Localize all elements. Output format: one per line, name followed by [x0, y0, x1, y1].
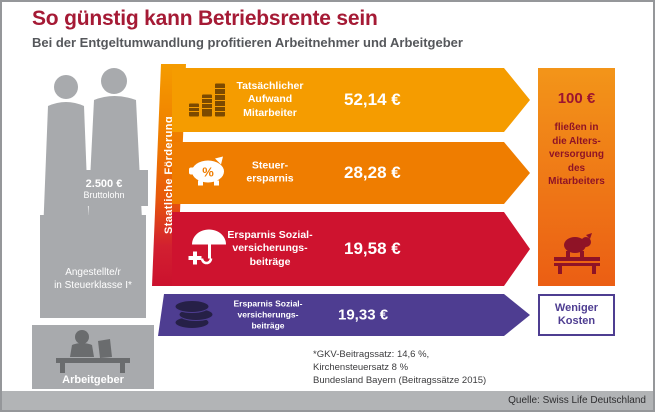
band-sv-ersparnis-arbeitgeber: Ersparnis Sozial- versicherungs- beiträg… — [158, 294, 530, 336]
source-bar: Quelle: Swiss Life Deutschland — [2, 391, 653, 410]
employee-caption: Angestellte/r in Steuerklasse I* — [54, 267, 132, 291]
band-value: 19,58 € — [344, 239, 401, 258]
band-sv-ersparnis-arbeitnehmer: Ersparnis Sozial- versicherungs- beiträg… — [172, 212, 530, 286]
band-value: 52,14 € — [344, 90, 401, 109]
employer-box: Arbeitgeber — [32, 325, 154, 389]
band-label: Ersparnis Sozial- versicherungs- beiträg… — [227, 228, 313, 268]
coin-pile-icon — [172, 296, 218, 335]
band-label: Ersparnis Sozial- versicherungs- beiträg… — [233, 298, 303, 331]
employee-silhouette-icon — [40, 68, 148, 318]
employer-label: Arbeitgeber — [62, 374, 124, 386]
band-value: 28,28 € — [344, 163, 401, 182]
gross-salary: 2.500 € Bruttolohn — [60, 178, 148, 200]
band-value: 19,33 € — [338, 306, 389, 324]
svg-text:%: % — [202, 165, 214, 180]
band-label: Steuer- ersparnis — [246, 159, 294, 185]
coin-stacks-icon — [188, 78, 226, 123]
band-steuerersparnis: % Steuer- ersparnis 28,28 € — [172, 142, 530, 204]
band-label: Tatsächlicher Aufwand Mitarbeiter — [236, 79, 304, 119]
page-title: So günstig kann Betriebsrente sein — [32, 7, 378, 30]
result-amount: 100 € — [557, 90, 596, 107]
band-tatsaechlicher-aufwand: Tatsächlicher Aufwand Mitarbeiter 52,14 … — [172, 68, 530, 132]
gross-salary-amount: 2.500 € — [85, 178, 123, 190]
employee-figure: 2.500 € Bruttolohn Angestellte/r in Steu… — [32, 60, 154, 320]
employer-desk-icon — [56, 330, 130, 373]
piggy-bank-icon: % — [188, 155, 230, 192]
page-subtitle: Bei der Entgeltumwandlung profitieren Ar… — [32, 35, 463, 50]
piggy-bench-icon — [553, 233, 600, 274]
gross-salary-label: Bruttolohn — [83, 190, 125, 200]
umbrella-cross-icon — [188, 227, 228, 272]
less-costs-box: Weniger Kosten — [538, 294, 615, 336]
pension-result-box: 100 € fließen in die Alters- versorgung … — [538, 68, 615, 286]
result-text: fließen in die Alters- versorgung des Mi… — [548, 122, 605, 187]
footnote: *GKV-Beitragssatz: 14,6 %, Kirchensteuer… — [313, 349, 487, 387]
